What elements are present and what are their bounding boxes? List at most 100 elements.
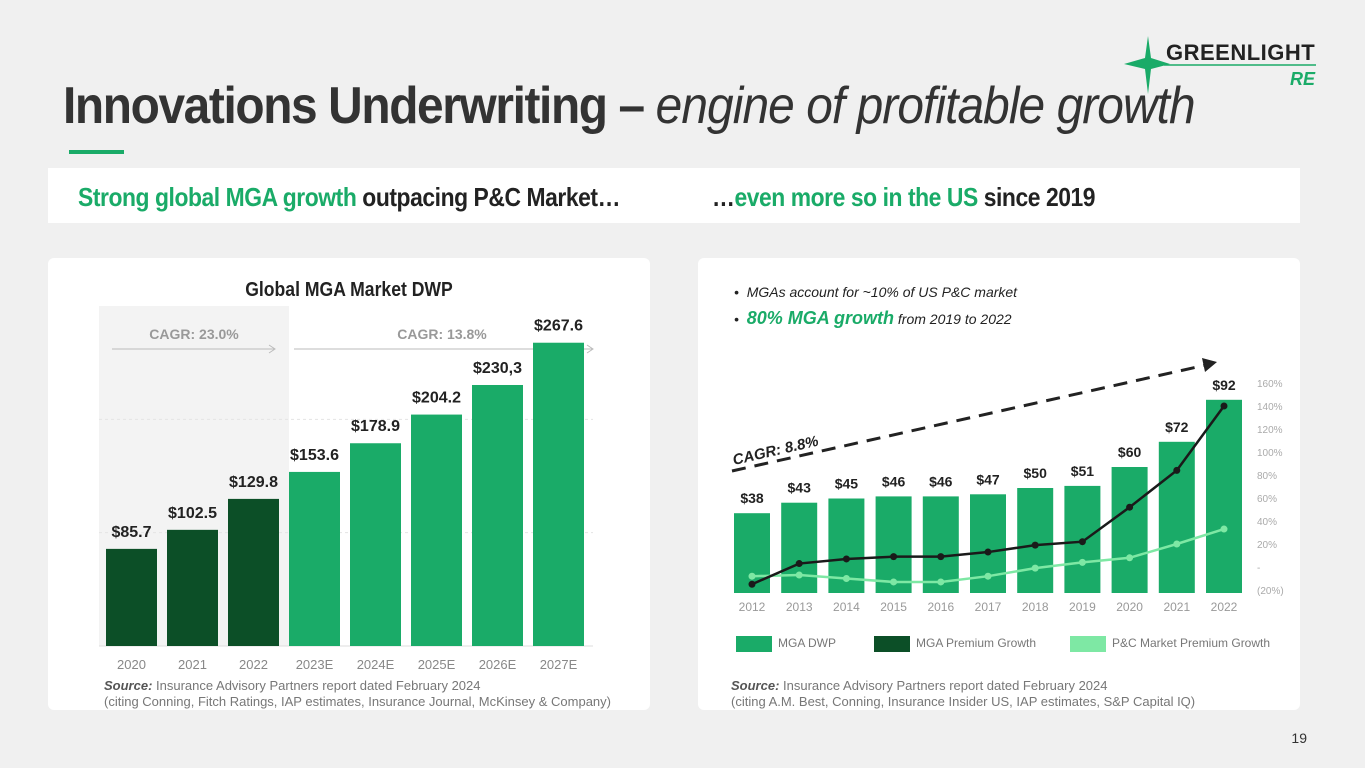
x-tick-label: 2020 <box>117 657 146 672</box>
secondary-tick-label: 80% <box>1257 471 1277 482</box>
bar-value-label: $60 <box>1118 444 1142 460</box>
mga-premium-growth-point <box>1031 541 1039 549</box>
right-subheading-text: since 2019 <box>983 182 1096 212</box>
legend-label: MGA DWP <box>778 636 837 651</box>
x-tick-label: 2017 <box>975 600 1002 614</box>
bar-value-label: $102.5 <box>168 505 217 522</box>
bullet-1-text: MGAs account for ~10% of US P&C market <box>746 284 1018 300</box>
secondary-tick-label: 120% <box>1257 425 1283 436</box>
us-mga-dwp-chart: CAGR: 8.8% $38 $43 $45 $46 $46 $47 $50 $51 $60 $7… <box>731 358 1284 614</box>
secondary-tick-label: 20% <box>1257 540 1277 551</box>
x-tick-label: 2025E <box>418 657 456 672</box>
pc-market-growth-point <box>1173 540 1181 548</box>
pc-market-growth-point <box>984 572 992 580</box>
legend-pc-market-growth: P&C Market Premium Growth <box>1070 636 1270 652</box>
right-subheading-prefix: … <box>712 182 735 212</box>
legend-swatch <box>874 636 910 652</box>
logo-subtext: RE <box>1290 69 1316 89</box>
x-tick-label: 2021 <box>178 657 207 672</box>
right-chart-panel <box>698 258 1300 710</box>
bar-2025E <box>411 414 462 646</box>
left-source-label: Source: <box>104 678 153 693</box>
bar-2020 <box>1111 467 1148 593</box>
cagr-trend-arrow <box>731 358 1217 473</box>
bar-value-label: $92 <box>1212 377 1236 393</box>
left-source-note: Source: Insurance Advisory Partners repo… <box>104 678 611 710</box>
bar-value-label: $153.6 <box>290 447 339 464</box>
logo-text: GREENLIGHT <box>1166 40 1315 65</box>
x-tick-label: 2018 <box>1022 600 1049 614</box>
greenlight-re-logo: GREENLIGHT RE <box>1120 34 1320 98</box>
global-mga-dwp-chart: Global MGA Market DWP CAGR: 23.0% CAGR: … <box>99 278 594 672</box>
bar-2027E <box>533 342 584 646</box>
mga-premium-growth-point <box>842 555 850 563</box>
x-tick-label: 2024E <box>357 657 395 672</box>
bar-value-label: $129.8 <box>229 474 278 491</box>
bar-value-label: $46 <box>882 473 906 489</box>
bar-2022 <box>228 498 279 646</box>
secondary-tick-label: 40% <box>1257 517 1277 528</box>
x-tick-label: 2016 <box>927 600 954 614</box>
key-points: • MGAs account for ~10% of US P&C market… <box>734 284 1017 337</box>
bar-2021 <box>167 529 218 646</box>
pc-market-growth-point <box>795 571 803 579</box>
pc-market-growth-point <box>1126 554 1134 562</box>
mga-premium-growth-point <box>937 553 945 561</box>
pc-market-growth-point <box>1220 525 1228 533</box>
x-tick-label: 2021 <box>1163 600 1190 614</box>
cagr-historical-arrow <box>112 344 276 354</box>
secondary-tick-label: - <box>1257 563 1260 574</box>
cagr-label: CAGR: 8.8% <box>731 433 820 469</box>
legend-swatch <box>736 636 772 652</box>
x-tick-label: 2027E <box>540 657 578 672</box>
right-source-note: Source: Insurance Advisory Partners repo… <box>731 678 1195 710</box>
right-source-citation: (citing A.M. Best, Conning, Insurance In… <box>731 694 1196 709</box>
bar-2023E <box>289 471 340 646</box>
bar-value-label: $50 <box>1024 465 1048 481</box>
star-icon <box>1124 36 1170 94</box>
x-tick-label: 2026E <box>479 657 517 672</box>
cagr-historical-label: CAGR: 23.0% <box>149 326 239 342</box>
bar-2021 <box>1158 441 1195 593</box>
legend-mga-premium-growth: MGA Premium Growth <box>874 636 1036 652</box>
left-subheading-highlight: Strong global MGA growth <box>78 182 357 212</box>
bar-2018 <box>1017 488 1054 593</box>
pc-market-growth-point <box>842 575 850 582</box>
legend-label: MGA Premium Growth <box>916 636 1037 651</box>
left-subheading: Strong global MGA growth outpacing P&C M… <box>78 182 620 213</box>
x-tick-label: 2014 <box>833 600 860 614</box>
x-tick-label: 2013 <box>786 600 813 614</box>
secondary-axis-labels: 160% 140% 120% 100% 80% 60% 40% 20% - (20%) <box>1257 379 1284 597</box>
data-labels: $38 $43 $45 $46 $46 $47 $50 $51 $60 $72 $92 <box>740 377 1236 506</box>
mga-premium-growth-point <box>1173 466 1181 474</box>
title-subtitle: engine of profitable growth <box>655 77 1196 135</box>
bar-value-label: $230,3 <box>473 360 522 377</box>
bar-2026E <box>472 384 523 646</box>
bar-value-label: $85.7 <box>111 524 151 541</box>
growth-lines <box>748 402 1228 588</box>
data-labels: $85.7 $102.5 $129.8 $153.6 $178.9 $204.2 $230,… <box>111 318 583 541</box>
right-source-text: Insurance Advisory Partners report dated… <box>783 678 1108 693</box>
title-underline <box>69 150 124 154</box>
pc-market-growth-point <box>937 578 945 586</box>
bar-value-label: $38 <box>740 490 764 506</box>
chart-title: Global MGA Market DWP <box>245 278 453 300</box>
bar-2020 <box>106 548 157 646</box>
bar-2016 <box>922 496 959 593</box>
bar-value-label: $45 <box>835 476 859 492</box>
legend-mga-dwp: MGA DWP <box>736 636 836 652</box>
x-tick-label: 2022 <box>239 657 268 672</box>
right-subheading-highlight: even more so in the US <box>734 182 978 212</box>
secondary-tick-label: 160% <box>1257 379 1283 390</box>
legend-swatch <box>1070 636 1106 652</box>
right-source-label: Source: <box>731 678 780 693</box>
x-tick-label: 2019 <box>1069 600 1096 614</box>
x-tick-label: 2022 <box>1211 600 1238 614</box>
bar-value-label: $47 <box>976 471 1000 487</box>
bar-value-label: $46 <box>929 473 953 489</box>
right-subheading: …even more so in the US since 2019 <box>712 182 1096 213</box>
x-tick-label: 2023E <box>296 657 334 672</box>
left-source-citation: (citing Conning, Fitch Ratings, IAP esti… <box>104 694 611 709</box>
legend-label: P&C Market Premium Growth <box>1112 636 1271 651</box>
pc-market-growth-point <box>748 572 756 580</box>
